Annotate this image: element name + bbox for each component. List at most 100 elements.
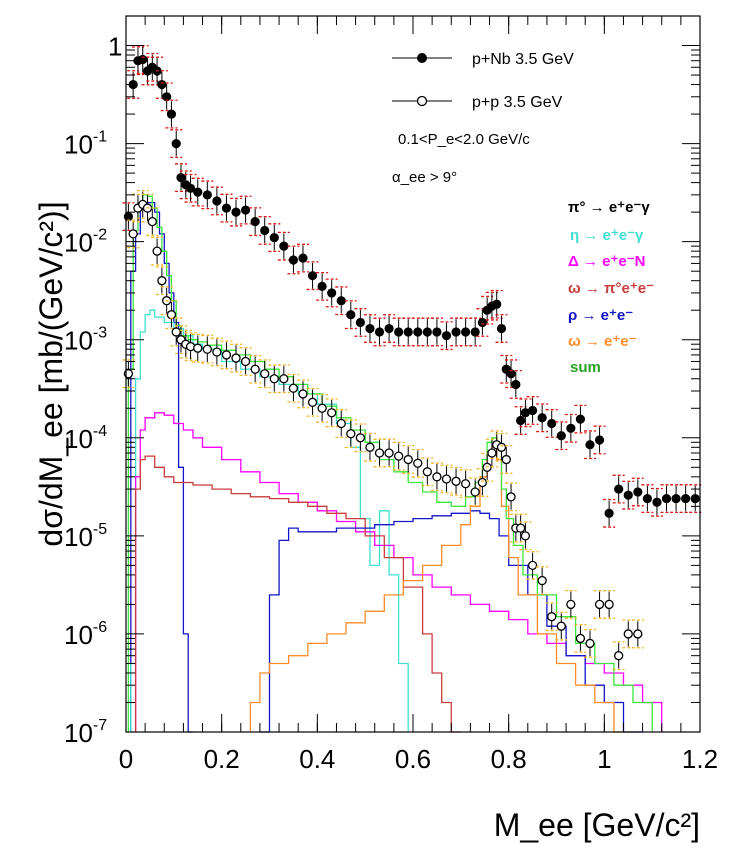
data-point (594, 599, 605, 610)
legend-filled-marker (417, 53, 427, 63)
data-point (633, 629, 643, 639)
data-point (661, 493, 672, 504)
data-point (260, 225, 270, 236)
data-point (487, 448, 497, 458)
data-point (496, 323, 507, 334)
data-point (527, 560, 538, 571)
y-tick-label: 10-6 (64, 619, 107, 650)
y-tick-label: 10-1 (64, 129, 107, 160)
histogram-4 (259, 510, 643, 733)
data-point (384, 323, 394, 334)
histogram-1 (130, 309, 409, 732)
data-point (470, 487, 480, 497)
axis-layer: 0 0.2 0.4 0.6 0.8 1 1.2 1 10-1 10-2 10-3 10-4 10-5 10… (64, 15, 718, 774)
legend-label-pp: p+p 3.5 GeV (472, 94, 563, 111)
data-point (556, 621, 566, 631)
data-point (614, 484, 624, 494)
data-point (317, 281, 327, 291)
data-point (690, 493, 700, 504)
data-point (652, 497, 662, 507)
data-point (374, 327, 385, 337)
annotation-momentum-cut: 0.1<P_e<2.0 GeV/c (398, 131, 530, 148)
data-point (403, 327, 413, 337)
data-point (477, 477, 488, 488)
data-point (185, 183, 196, 193)
data-point (317, 403, 327, 413)
data-point (566, 599, 576, 610)
series-p-p-3-5-gev (122, 189, 644, 671)
legend-open-marker (416, 95, 428, 107)
data-point (374, 448, 385, 458)
histogram-layer (127, 194, 663, 733)
histogram-6 (127, 194, 653, 732)
x-tick-label: 0.2 (204, 744, 240, 774)
data-point (501, 454, 511, 465)
data-point (166, 109, 177, 119)
data-point (221, 203, 232, 213)
y-tick-label: 10-3 (64, 325, 107, 356)
data-point (537, 413, 547, 423)
data-point (681, 493, 691, 504)
data-point (451, 327, 461, 337)
data-point (240, 356, 251, 367)
data-point (575, 414, 586, 424)
data-point (451, 476, 461, 486)
data-point (157, 79, 167, 90)
data-point (327, 408, 337, 418)
y-axis-title: dσ/dM_ee [mb/(GeV/c²)] (33, 201, 69, 546)
data-point (556, 431, 566, 441)
data-point (547, 612, 557, 622)
legend-channel-rho: ρ → e⁺e⁻ (568, 307, 633, 324)
data-point (633, 487, 643, 497)
data-point (403, 454, 413, 465)
histogram-3 (134, 455, 461, 733)
data-point (520, 531, 531, 541)
data-point (547, 418, 557, 429)
x-tick-label: 0.4 (299, 744, 335, 774)
x-tick-label: 1 (597, 744, 611, 774)
data-point (346, 429, 356, 439)
legend-channels: π° → e⁺e⁻γ η → e⁺e⁻γ Δ → e⁺e⁻N ω → π°e⁺e… (568, 199, 654, 376)
legend-channel-sum: sum (570, 359, 601, 376)
data-point (477, 317, 487, 328)
data-point (231, 353, 241, 363)
data-point (202, 190, 212, 200)
data-point (307, 271, 318, 281)
data-point (604, 599, 614, 610)
data-point (166, 310, 177, 320)
data-point (432, 327, 442, 337)
data-point (288, 383, 299, 393)
data-point (393, 451, 404, 461)
data-point (413, 327, 423, 337)
data-point (157, 276, 167, 286)
data-point (585, 638, 595, 649)
data-point (162, 92, 172, 102)
data-point (138, 54, 148, 65)
data-point (496, 442, 507, 452)
data-point (492, 299, 502, 309)
data-point (441, 331, 452, 341)
y-tick-label: 10-4 (64, 423, 107, 454)
data-point (202, 344, 212, 354)
data-point (355, 433, 366, 443)
data-point (212, 347, 222, 357)
data-point (585, 440, 595, 450)
x-tick-label: 0.8 (491, 744, 527, 774)
legend-channel-eta: η → e⁺e⁻γ (570, 227, 644, 244)
legend-channel-omega-dalitz: ω → π°e⁺e⁻ (568, 280, 654, 297)
data-point (623, 629, 633, 639)
data-point (537, 575, 547, 586)
data-point (336, 418, 346, 429)
data-point (575, 633, 586, 644)
data-point (346, 310, 356, 320)
data-point (470, 327, 480, 337)
data-point (336, 296, 346, 306)
y-tick-label: 10-5 (64, 521, 107, 552)
data-point (384, 448, 394, 458)
legend-channel-delta: Δ → e⁺e⁻N (568, 253, 645, 270)
data-point (365, 323, 375, 334)
data-point (307, 397, 318, 407)
data-point (511, 379, 521, 390)
annotation-angle-cut: α_ee > 9° (392, 169, 457, 186)
data-point (221, 350, 232, 360)
